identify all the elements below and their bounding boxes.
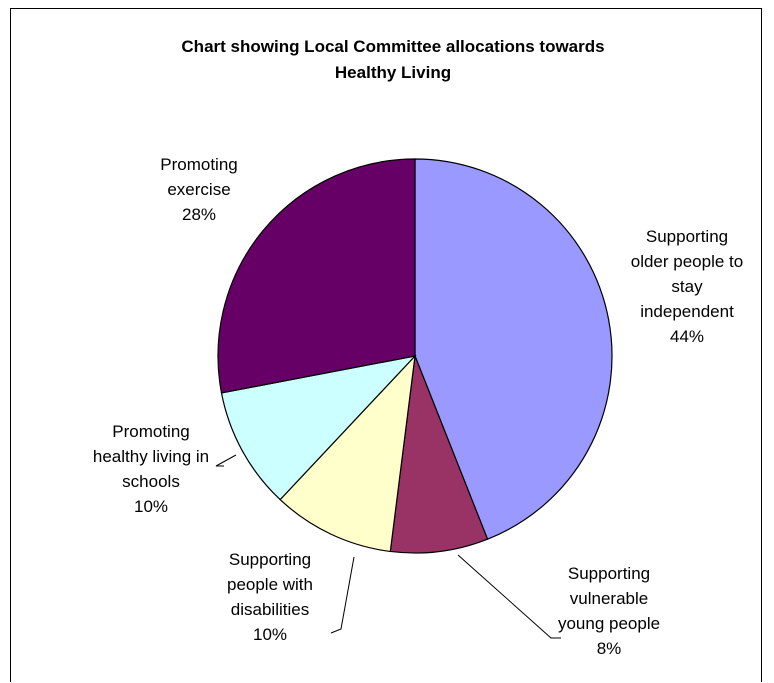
slice-3-percent-label: 10%: [253, 625, 287, 644]
slice-2-label-line-2: vulnerable: [570, 589, 648, 608]
slice-1-label-line-2: older people to: [631, 252, 743, 271]
slice-3-label-line-2: people with: [227, 575, 313, 594]
slice-5-label-line-1: Promoting: [160, 155, 237, 174]
slice-1-label-line-3: stay: [671, 277, 703, 296]
slice-1-percent-label: 44%: [670, 327, 704, 346]
pie-slices: [217, 158, 613, 554]
chart-title-line-2: Healthy Living: [335, 63, 451, 82]
chart-title-line-1: Chart showing Local Committee allocation…: [181, 37, 604, 56]
slice-3-label-line-3: disabilities: [231, 600, 309, 619]
slice-2-label-line-3: young people: [558, 614, 660, 633]
slice-2-leader-line: [457, 554, 561, 639]
slice-labels: Supporting older people to stay independent…: [93, 155, 743, 658]
slice-4-label-line-3: schools: [122, 472, 180, 491]
slice-4-label-line-1: Promoting: [112, 422, 189, 441]
pie-slice-4: [220, 355, 417, 501]
slice-5-label-line-2: exercise: [167, 180, 230, 199]
pie-slice-1: [414, 158, 613, 540]
pie-slice-3: [279, 354, 416, 553]
slice-1-label-line-4: independent: [640, 302, 734, 321]
slice-3-leader-line: [330, 556, 355, 634]
slice-4-leader-line: [215, 454, 237, 467]
slice-2-percent-label: 8%: [597, 639, 622, 658]
pie-slice-5: [217, 158, 416, 394]
leader-lines: [215, 454, 561, 639]
slice-3-label-line-1: Supporting: [229, 550, 311, 569]
pie-slice-2: [389, 355, 489, 554]
slice-2-label-line-1: Supporting: [568, 564, 650, 583]
slice-4-label-line-2: healthy living in: [93, 447, 209, 466]
slice-4-percent-label: 10%: [134, 497, 168, 516]
slice-5-percent-label: 28%: [182, 205, 216, 224]
pie-chart: Chart showing Local Committee allocation…: [93, 37, 743, 658]
chart-area: Chart showing Local Committee allocation…: [10, 8, 762, 682]
slice-1-label-line-1: Supporting: [646, 227, 728, 246]
